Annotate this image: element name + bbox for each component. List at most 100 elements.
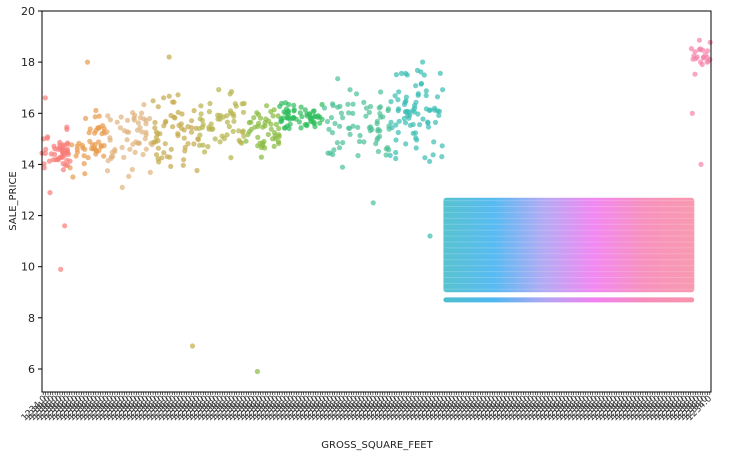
data-point — [402, 109, 409, 115]
outlier-point — [189, 343, 196, 349]
data-point — [239, 101, 245, 107]
data-point — [155, 138, 161, 144]
data-point — [406, 115, 412, 121]
dense-band-bottom-line — [443, 297, 695, 303]
data-point — [385, 145, 391, 151]
data-point — [350, 110, 356, 116]
data-point — [240, 109, 247, 115]
data-point — [175, 92, 181, 98]
data-point — [403, 94, 409, 100]
data-point — [312, 113, 318, 119]
data-point — [159, 155, 165, 161]
data-point — [180, 162, 186, 168]
data-point — [80, 145, 86, 151]
data-point — [43, 146, 49, 152]
data-point — [367, 128, 373, 134]
data-point — [205, 144, 211, 150]
data-point — [143, 121, 149, 127]
data-point — [291, 108, 297, 114]
data-point — [347, 87, 353, 93]
data-point — [118, 114, 124, 120]
data-point — [224, 119, 230, 125]
plot-area-frame — [41, 10, 712, 393]
data-point — [286, 125, 292, 132]
data-point — [197, 142, 203, 148]
data-point — [175, 109, 181, 115]
outlier-point — [427, 233, 433, 239]
data-point — [331, 147, 337, 153]
data-point — [126, 173, 132, 179]
data-point — [423, 106, 429, 112]
data-point — [383, 152, 389, 158]
data-point — [182, 144, 188, 150]
data-point — [421, 72, 427, 78]
data-point — [92, 114, 98, 120]
data-point — [255, 134, 261, 140]
data-point — [353, 91, 360, 97]
data-point — [336, 145, 343, 151]
data-point — [281, 125, 288, 131]
data-point — [224, 113, 230, 119]
data-point — [74, 149, 80, 155]
data-point — [198, 111, 204, 117]
data-point — [96, 124, 102, 130]
data-point — [415, 91, 421, 97]
data-point — [197, 116, 203, 122]
data-point — [350, 101, 356, 107]
data-point — [232, 101, 238, 107]
data-point — [434, 94, 441, 100]
data-point — [41, 161, 47, 167]
data-point — [181, 157, 187, 163]
data-point — [401, 115, 407, 122]
data-point — [431, 139, 437, 145]
scatter-points — [39, 37, 713, 375]
data-point — [334, 140, 340, 146]
data-point — [707, 39, 713, 45]
data-point — [279, 100, 285, 107]
data-point — [81, 153, 87, 159]
data-point — [388, 119, 394, 125]
outlier-point — [42, 95, 48, 101]
data-point — [393, 122, 399, 128]
data-point — [396, 118, 402, 124]
data-point — [340, 140, 346, 146]
data-point — [126, 129, 132, 135]
data-point — [189, 118, 195, 124]
data-point — [143, 146, 149, 152]
data-point — [398, 70, 405, 76]
data-point — [85, 155, 91, 161]
data-point — [273, 121, 279, 127]
data-point — [188, 129, 195, 135]
data-point — [302, 107, 308, 113]
y-tick-label: 16 — [21, 107, 35, 120]
data-point — [378, 89, 384, 95]
data-point — [243, 138, 249, 144]
outlier-point — [698, 161, 704, 167]
data-point — [117, 125, 123, 131]
outlier-point — [254, 368, 260, 375]
data-point — [403, 98, 409, 104]
data-point — [171, 99, 177, 105]
data-point — [298, 125, 304, 131]
data-point — [86, 130, 92, 136]
data-point — [42, 150, 48, 156]
data-point — [329, 130, 335, 136]
data-point — [104, 129, 110, 135]
data-point — [335, 76, 341, 82]
data-point — [53, 157, 59, 163]
x-axis: 1234.01234.01234.01234.01234.01234.01234… — [20, 392, 714, 423]
data-point — [104, 168, 111, 174]
data-point — [153, 152, 160, 158]
data-point — [181, 135, 187, 141]
data-point — [162, 141, 168, 147]
data-point — [287, 121, 293, 127]
data-point — [407, 122, 413, 128]
data-point — [119, 144, 125, 151]
data-point — [310, 108, 316, 114]
data-point — [340, 115, 346, 121]
data-point — [230, 111, 236, 117]
data-point — [688, 46, 695, 52]
data-point — [705, 58, 711, 64]
data-point — [41, 165, 47, 171]
data-point — [350, 123, 356, 129]
